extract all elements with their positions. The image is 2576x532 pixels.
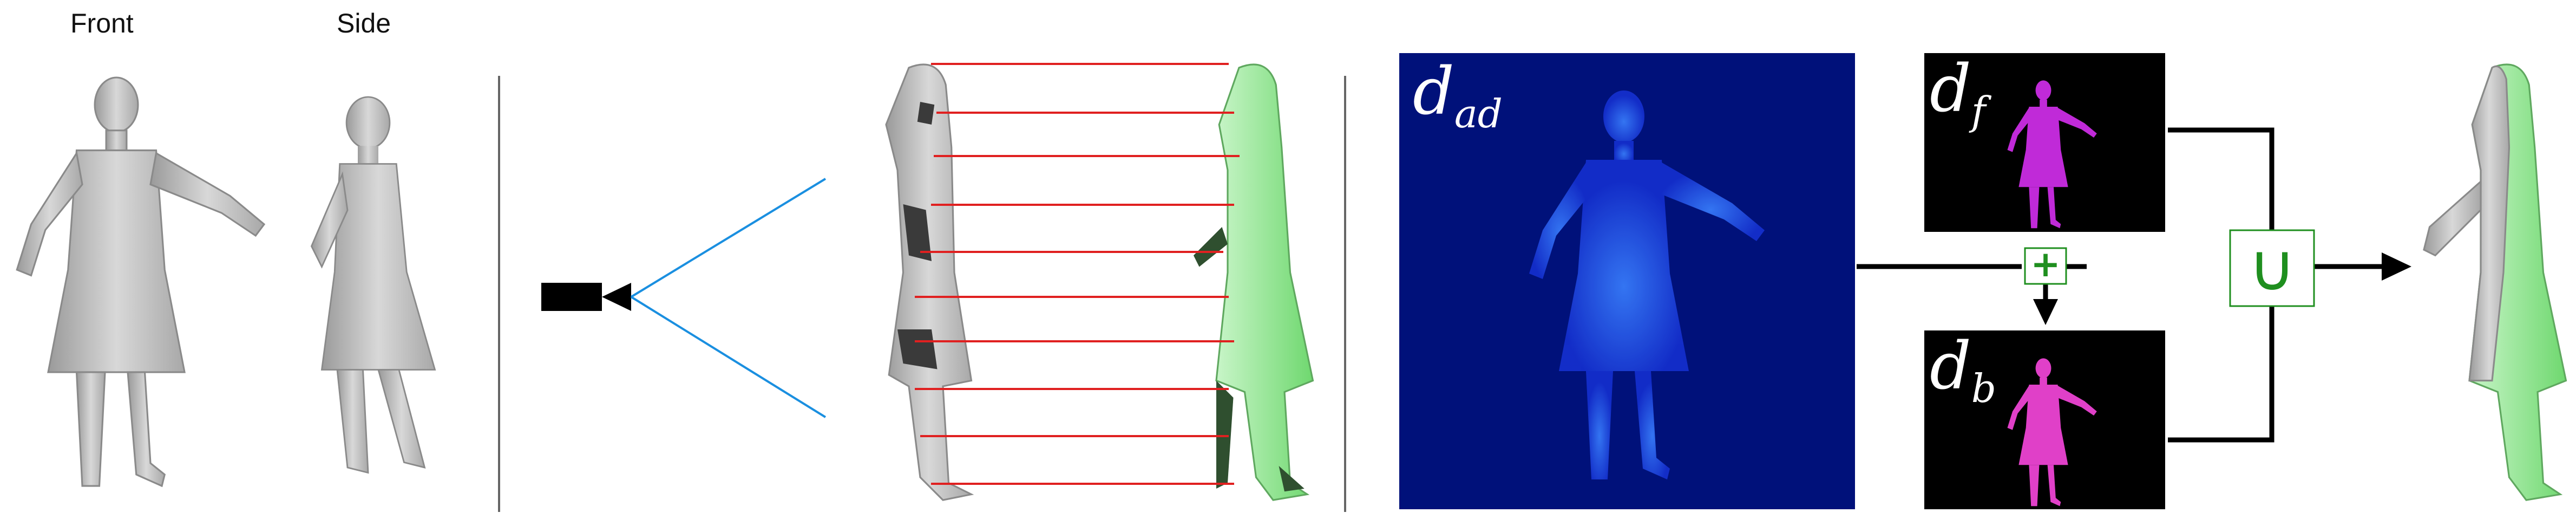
union-operator-box (2229, 229, 2315, 307)
visible-mesh (885, 63, 974, 501)
front-depth-symbol: d (1930, 51, 1971, 127)
front-depth-subscript: f (1971, 88, 1986, 134)
back-mesh (1194, 63, 1314, 501)
back-depth-symbol: d (1930, 329, 1971, 404)
adjusted-depth-map (1399, 53, 1855, 509)
back-depth-subscript: b (1971, 366, 1996, 412)
camera-frustum-line (630, 178, 827, 298)
side-mesh (310, 96, 436, 474)
adjusted-depth-label: dad (1413, 60, 1503, 134)
front-depth-map (1924, 53, 2165, 232)
camera-icon (541, 283, 631, 311)
plus-operator: + (2030, 243, 2061, 285)
front-view-label: Front (70, 8, 134, 38)
front-mesh (16, 76, 265, 487)
plus-operator-box (2024, 247, 2067, 285)
arrow-head-down (2033, 299, 2058, 325)
back-depth-map (1924, 330, 2165, 509)
front-depth-label: df (1930, 57, 1985, 131)
union-operator: ∪ (2248, 230, 2296, 306)
correspondence-lines (915, 63, 1240, 485)
camera-frustum-line (630, 296, 827, 418)
adjusted-depth-symbol: d (1413, 54, 1454, 129)
adjusted-depth-subscript: ad (1454, 91, 1503, 137)
back-depth-label: db (1930, 334, 1996, 408)
arrow-head-right (2382, 252, 2411, 281)
side-view-label: Side (337, 8, 391, 38)
flow-connectors (1857, 127, 2384, 443)
merged-mesh (2423, 63, 2567, 501)
